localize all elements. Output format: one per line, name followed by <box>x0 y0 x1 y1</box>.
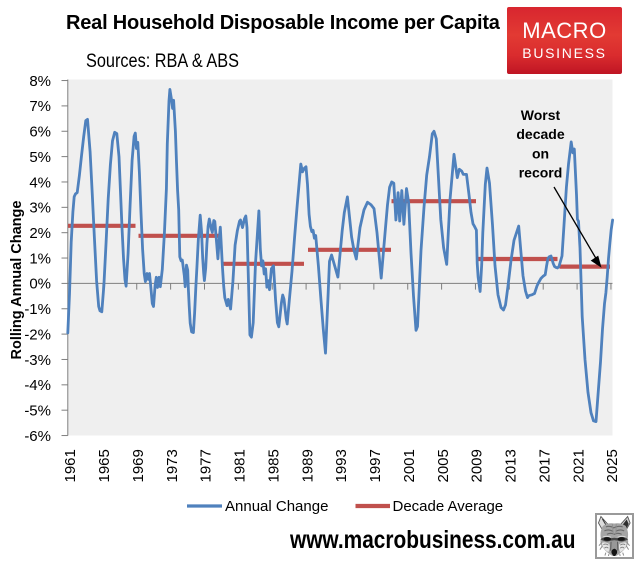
svg-text:1973: 1973 <box>164 449 181 482</box>
svg-text:Annual Change: Annual Change <box>225 498 328 515</box>
svg-text:record: record <box>519 165 563 181</box>
svg-text:Decade Average: Decade Average <box>393 498 504 515</box>
svg-text:5%: 5% <box>29 149 51 166</box>
svg-text:3%: 3% <box>29 200 51 217</box>
svg-text:-3%: -3% <box>24 352 51 369</box>
svg-text:2017: 2017 <box>536 449 553 482</box>
svg-text:Rolling Annual Change: Rolling Annual Change <box>9 201 25 360</box>
svg-text:-5%: -5% <box>24 402 51 419</box>
svg-text:1997: 1997 <box>367 449 384 482</box>
svg-text:-1%: -1% <box>24 301 51 318</box>
svg-text:-2%: -2% <box>24 326 51 343</box>
svg-text:1969: 1969 <box>130 449 147 482</box>
svg-text:1977: 1977 <box>198 449 215 482</box>
svg-text:Worst: Worst <box>521 107 561 123</box>
svg-text:1993: 1993 <box>333 449 350 482</box>
svg-text:1989: 1989 <box>299 449 316 482</box>
svg-text:8%: 8% <box>29 73 51 90</box>
svg-text:2025: 2025 <box>604 449 621 482</box>
svg-text:1%: 1% <box>29 250 51 267</box>
svg-text:decade: decade <box>516 126 564 142</box>
svg-text:4%: 4% <box>29 174 51 191</box>
svg-text:1981: 1981 <box>232 449 249 482</box>
svg-text:6%: 6% <box>29 124 51 141</box>
svg-text:2005: 2005 <box>435 449 452 482</box>
svg-text:2021: 2021 <box>570 449 587 482</box>
svg-text:2009: 2009 <box>469 449 486 482</box>
svg-text:2%: 2% <box>29 225 51 242</box>
svg-text:2013: 2013 <box>503 449 520 482</box>
svg-text:-6%: -6% <box>24 428 51 445</box>
svg-text:-4%: -4% <box>24 377 51 394</box>
svg-text:2001: 2001 <box>401 449 418 482</box>
svg-text:1961: 1961 <box>62 449 79 482</box>
svg-text:0%: 0% <box>29 276 51 293</box>
svg-text:7%: 7% <box>29 98 51 115</box>
svg-text:1965: 1965 <box>96 449 113 482</box>
svg-text:on: on <box>532 145 549 161</box>
svg-text:1985: 1985 <box>265 449 282 482</box>
